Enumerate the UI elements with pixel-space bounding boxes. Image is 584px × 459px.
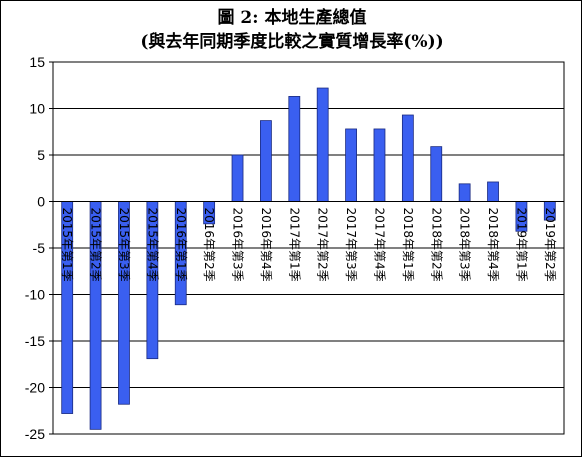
x-tick-label: 2015年第4季 (145, 208, 159, 282)
y-tick-label: -10 (25, 287, 45, 303)
x-tick-label: 2017年第2季 (316, 208, 330, 282)
y-tick-label: -25 (25, 426, 45, 442)
y-tick-label: 10 (29, 101, 45, 117)
x-tick-label: 2016年第1季 (174, 208, 188, 282)
y-tick-label: 5 (37, 147, 45, 163)
bar (231, 154, 244, 202)
chart-subtitle: (與去年同期季度比較之實質增長率(%)) (140, 32, 444, 52)
bar (487, 181, 499, 202)
bar (373, 128, 386, 202)
x-tick-label: 2018年第3季 (458, 208, 472, 282)
x-tick-label: 2018年第2季 (429, 208, 443, 282)
bar (401, 114, 414, 202)
x-tick-label: 2016年第3季 (231, 208, 245, 282)
x-tick-label: 2017年第3季 (344, 208, 358, 282)
x-tick-label: 2015年第3季 (117, 208, 131, 282)
x-tick-label: 2017年第1季 (287, 208, 301, 282)
y-tick-label: -20 (25, 380, 45, 396)
bar (458, 183, 471, 202)
y-tick-label: 15 (29, 54, 45, 70)
x-tick-label: 2016年第2季 (202, 208, 216, 282)
y-tick-label: -5 (33, 240, 46, 256)
bar (430, 146, 443, 202)
x-tick-label: 2019年第1季 (514, 208, 528, 282)
x-tick-label: 2016年第4季 (259, 208, 273, 282)
chart-title: 圖 2: 本地生產總值 (217, 8, 367, 28)
bar (288, 96, 301, 202)
x-tick-label: 2015年第2季 (89, 208, 103, 282)
y-tick-label: -15 (25, 333, 45, 349)
bar (316, 87, 329, 202)
bar (260, 120, 272, 202)
x-tick-label: 2018年第1季 (401, 208, 415, 282)
x-tick-label: 2017年第4季 (372, 208, 386, 282)
x-tick-label: 2019年第2季 (543, 208, 557, 282)
y-tick-label: 0 (37, 194, 45, 210)
x-tick-label: 2015年第1季 (60, 208, 74, 282)
x-tick-label: 2018年第4季 (486, 208, 500, 282)
bar (345, 128, 357, 202)
